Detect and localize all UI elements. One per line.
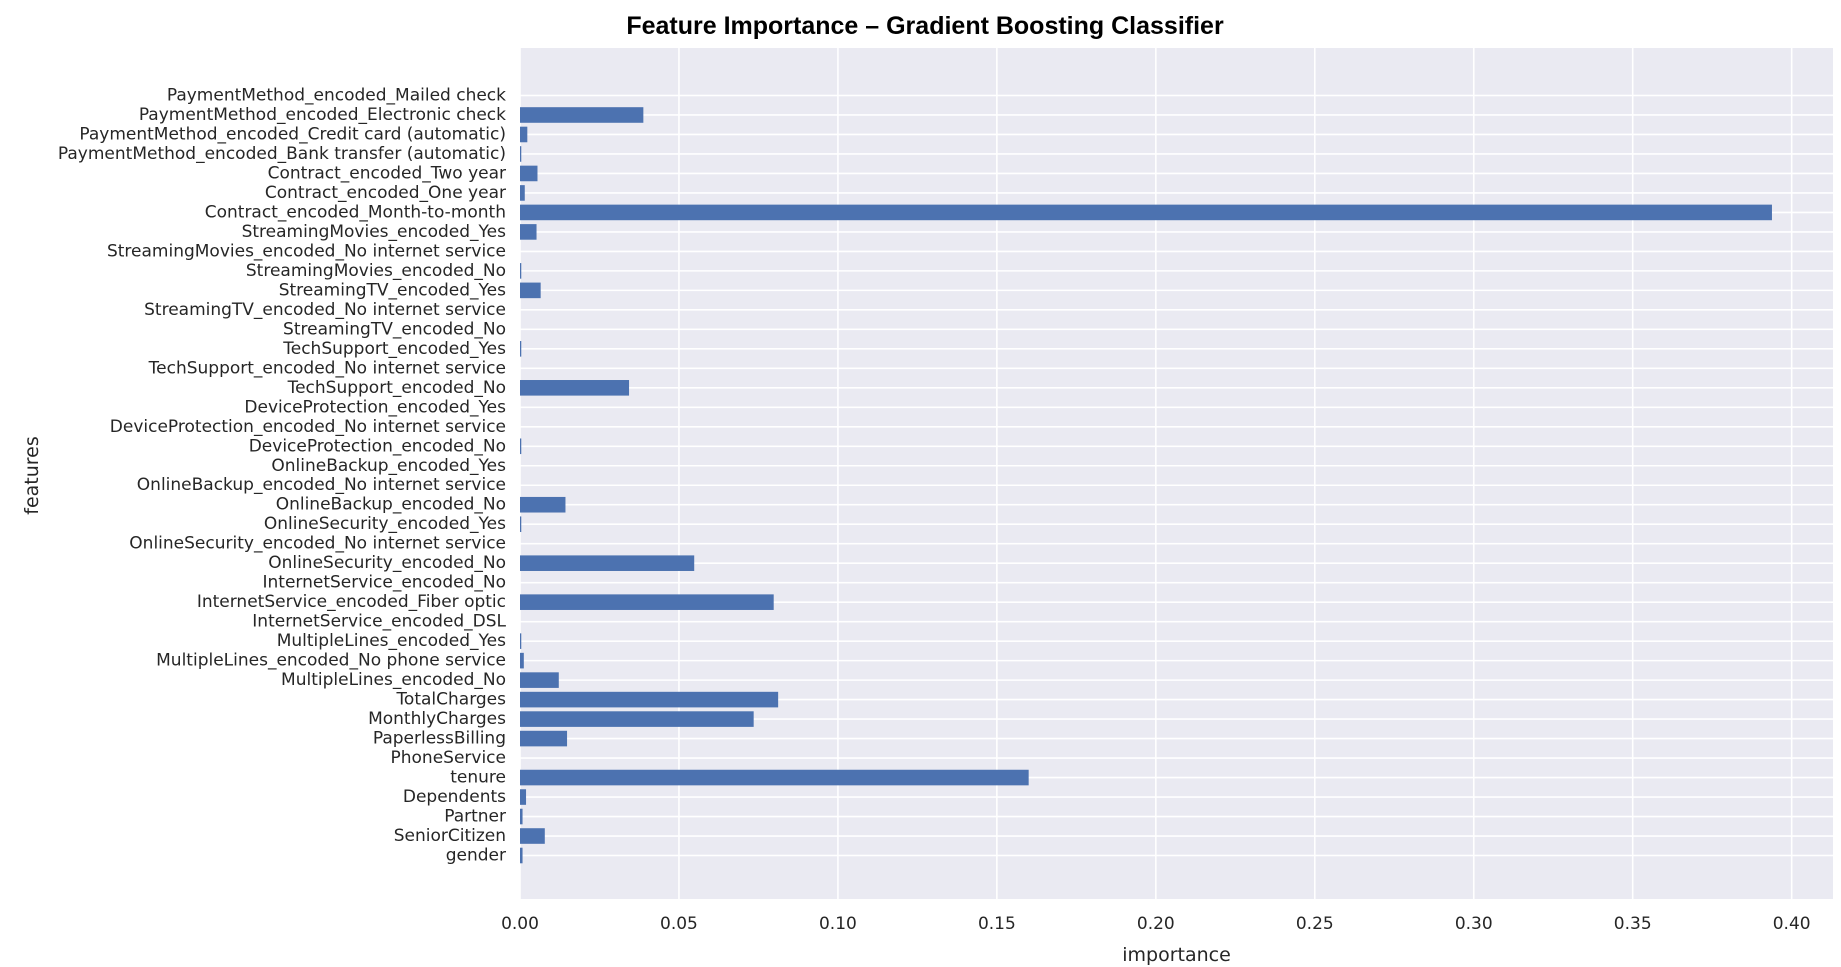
category-label: StreamingTV_encoded_No internet service [144,300,506,320]
x-tick-label: 0.15 [978,914,1016,934]
category-label: StreamingMovies_encoded_No internet serv… [107,241,506,261]
category-label: SeniorCitizen [394,826,506,846]
category-label: InternetService_encoded_No [263,573,506,593]
category-label: tenure [450,768,506,788]
x-tick-label: 0.30 [1455,914,1493,934]
category-label: TechSupport_encoded_Yes [282,339,506,359]
category-label: OnlineSecurity_encoded_No internet servi… [129,534,506,554]
bar [520,633,522,649]
x-tick-label: 0.35 [1614,914,1652,934]
bar [520,126,528,143]
category-label: DeviceProtection_encoded_Yes [244,397,506,417]
bar [520,847,523,864]
x-tick-label: 0.00 [501,914,539,934]
category-label: Contract_encoded_Month-to-month [205,202,506,222]
x-tick-label: 0.25 [1296,914,1334,934]
bar [520,672,559,688]
bar [520,263,522,279]
bar [520,828,545,844]
chart-title: Feature Importance – Gradient Boosting C… [626,12,1224,40]
bar [520,107,644,123]
bar [520,380,630,396]
category-label: OnlineSecurity_encoded_Yes [264,514,506,534]
category-label: TotalCharges [395,690,506,710]
category-label: StreamingTV_encoded_No [283,319,506,339]
grid-lines [519,48,1833,899]
category-label: Dependents [403,787,506,807]
category-label: MultipleLines_encoded_Yes [277,631,506,651]
category-label: PaymentMethod_encoded_Credit card (autom… [79,124,506,144]
category-label: Contract_encoded_One year [265,183,506,203]
category-label: PaymentMethod_encoded_Electronic check [139,105,506,125]
category-label: TechSupport_encoded_No [287,378,506,398]
bar [520,711,754,727]
category-label: OnlineBackup_encoded_No internet service [137,475,506,495]
x-tick-label: 0.40 [1773,914,1811,934]
bar [520,516,522,533]
category-label: TechSupport_encoded_No internet service [148,358,506,378]
category-labels: genderSeniorCitizenPartnerDependentstenu… [58,86,507,866]
bar [520,282,541,299]
category-label: InternetService_encoded_DSL [252,612,506,632]
bar [520,594,774,610]
x-tick-labels: 0.00 0.05 0.10 0.15 0.20 0.25 0.30 0.35 0.40 [501,914,1811,934]
category-label: PhoneService [391,748,507,768]
bar [520,224,537,240]
x-tick-label: 0.05 [660,914,698,934]
category-label: MultipleLines_encoded_No phone service [156,651,506,671]
category-label: InternetService_encoded_Fiber optic [197,592,506,612]
category-label: StreamingTV_encoded_Yes [279,280,506,300]
bar [520,146,522,162]
category-label: PaperlessBilling [373,729,506,749]
bar [520,185,525,201]
category-label: StreamingMovies_encoded_Yes [242,222,507,242]
category-label: Contract_encoded_Two year [268,163,506,183]
x-tick-label: 0.10 [819,914,857,934]
bar [520,341,522,357]
category-label: StreamingMovies_encoded_No [246,261,506,281]
bar [520,808,523,825]
category-label: OnlineSecurity_encoded_No [268,553,506,573]
bar [520,769,1029,786]
category-label: OnlineBackup_encoded_No [276,495,506,515]
bar [520,555,695,571]
category-label: OnlineBackup_encoded_Yes [271,456,506,476]
x-tick-label: 0.20 [1137,914,1175,934]
bar [520,438,522,455]
bar [520,730,568,747]
plot-background [520,48,1833,899]
category-label: gender [446,846,506,866]
y-axis-title: features [21,436,43,515]
bar [520,652,524,669]
x-axis-title: importance [1122,944,1231,966]
bar [520,204,1772,221]
category-label: PaymentMethod_encoded_Bank transfer (aut… [58,144,506,164]
bar [520,496,566,513]
bars [520,107,1772,864]
category-label: DeviceProtection_encoded_No internet ser… [110,417,506,437]
category-label: PaymentMethod_encoded_Mailed check [167,86,506,106]
category-label: MonthlyCharges [368,709,506,729]
bar [520,789,527,805]
category-label: Partner [444,807,506,827]
category-label: MultipleLines_encoded_No [281,670,506,690]
bar [520,691,779,708]
bar [520,165,538,182]
category-label: DeviceProtection_encoded_No [249,436,506,456]
